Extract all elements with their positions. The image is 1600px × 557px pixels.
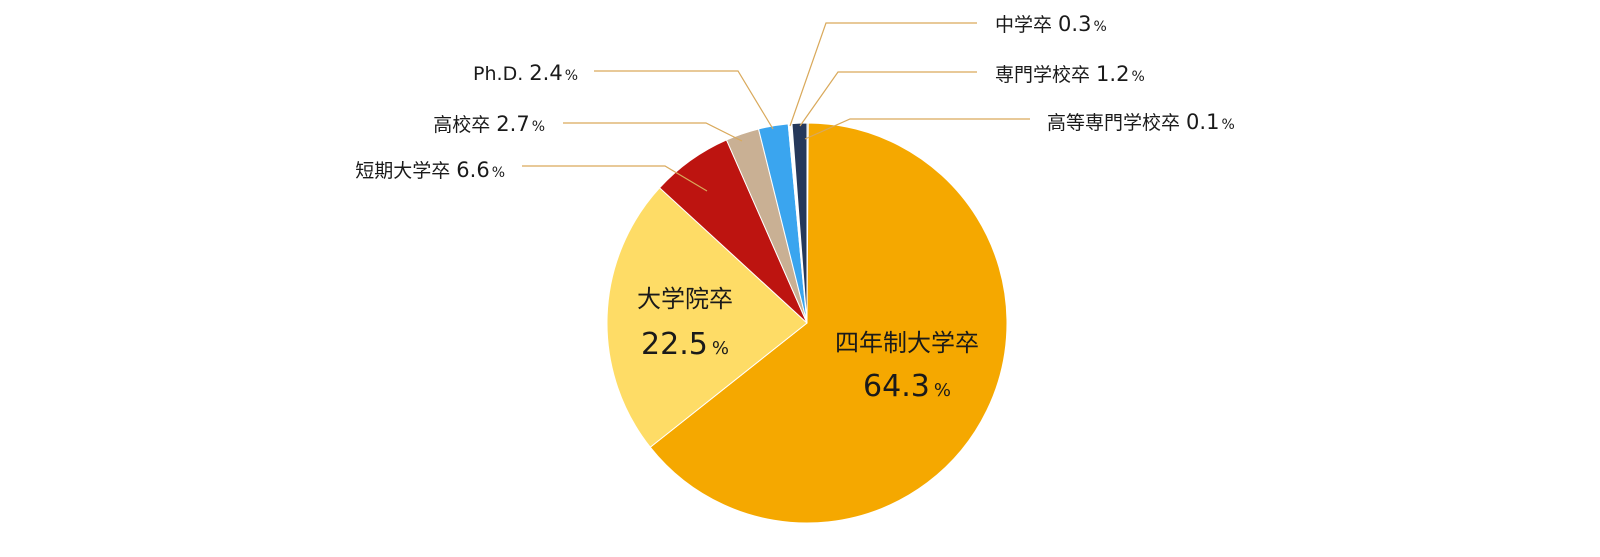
slice-label: 中学卒 0.3% <box>995 12 1107 36</box>
leader-line <box>789 22 977 127</box>
slice-label: 高等専門学校卒 0.1% <box>1047 110 1235 134</box>
slice-label: 四年制大学卒 <box>835 329 979 357</box>
leader-line <box>799 71 977 127</box>
slice-label: 短期大学卒 6.6% <box>355 158 505 182</box>
slice-value-label: 22.5% <box>641 327 729 362</box>
slice-labels: 高等専門学校卒 0.1 % 四年制大学卒 64.3 % 大学院卒 22.5 % 短期大学卒 6.… <box>355 12 1235 404</box>
slice-label: Ph.D. 2.4% <box>473 61 578 85</box>
pie-slices <box>606 122 1008 524</box>
slice-label: 専門学校卒 1.2% <box>995 62 1145 86</box>
pie-slice <box>649 122 1008 524</box>
leader-line <box>594 70 774 130</box>
slice-label: 大学院卒 <box>637 285 733 313</box>
pie-slice <box>791 122 808 324</box>
pie-slice <box>606 187 808 448</box>
slice-label: 高校卒 2.7% <box>433 112 545 136</box>
leader-line <box>563 122 743 142</box>
slice-value-label: 64.3% <box>863 369 951 404</box>
leader-lines <box>522 22 1030 192</box>
leader-line <box>522 165 708 192</box>
leader-line <box>804 118 1030 140</box>
